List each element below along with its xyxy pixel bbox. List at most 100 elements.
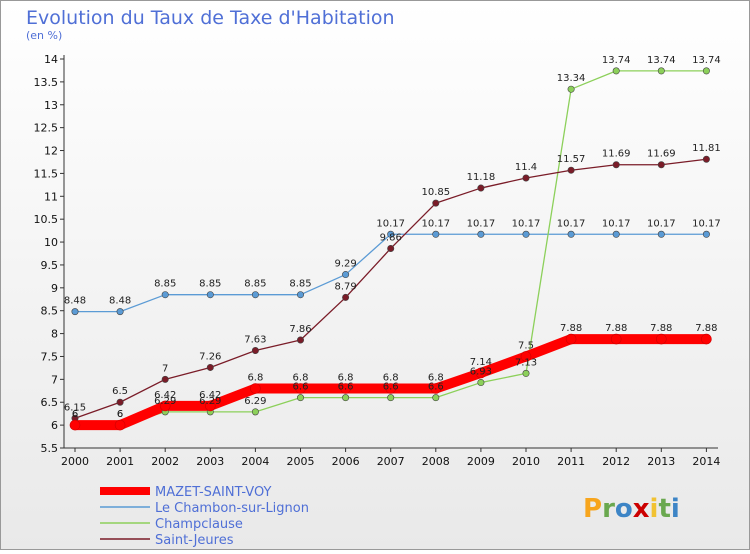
data-point: [432, 230, 440, 238]
data-label: 11.4: [515, 162, 537, 173]
data-point: [520, 351, 532, 362]
data-label: 6.8: [428, 373, 444, 384]
data-label: 10.17: [557, 218, 586, 229]
data-point: [342, 271, 350, 279]
data-point: [69, 419, 81, 431]
data-label: 13.74: [647, 55, 676, 66]
data-point: [612, 67, 620, 75]
data-point: [251, 291, 259, 299]
x-tick-label: 2012: [602, 455, 630, 468]
x-tick-label: 2010: [512, 455, 540, 468]
x-tick-label: 2004: [241, 455, 269, 468]
data-point: [567, 85, 575, 93]
data-point: [296, 336, 304, 344]
data-label: 6.8: [247, 373, 263, 384]
data-label: 13.34: [557, 73, 586, 84]
data-label: 6.6: [383, 382, 399, 393]
data-point: [296, 291, 304, 299]
data-point: [251, 347, 259, 355]
data-point: [250, 383, 261, 394]
y-tick-label: 10: [44, 236, 58, 249]
data-point: [702, 155, 710, 163]
x-tick-label: 2005: [287, 455, 315, 468]
legend-label: Champclause: [155, 517, 243, 532]
brand-letter: o: [615, 494, 633, 524]
y-tick-label: 11.5: [34, 167, 59, 180]
data-point: [567, 230, 575, 238]
data-point: [342, 293, 350, 301]
y-tick-label: 7.5: [41, 350, 59, 363]
data-point: [116, 308, 124, 316]
data-point: [522, 369, 530, 377]
y-tick-label: 8.5: [41, 305, 59, 318]
legend-label: Le Chambon-sur-Lignon: [155, 501, 309, 516]
data-label: 11.18: [467, 172, 496, 183]
data-label: 7: [162, 363, 168, 374]
y-tick-label: 11: [44, 190, 58, 203]
x-tick-label: 2013: [647, 455, 675, 468]
x-tick-label: 2007: [377, 455, 405, 468]
data-label: 7.88: [560, 323, 582, 334]
data-label: 11.69: [602, 149, 631, 160]
series-points: [69, 67, 712, 431]
y-tick-label: 9.5: [41, 259, 59, 272]
data-label: 11.69: [647, 149, 676, 160]
data-label: 10.85: [421, 187, 450, 198]
brand-letter: P: [583, 494, 602, 524]
data-label: 6: [72, 409, 78, 420]
axes: 5.5 6 6.5 7 7.5 8 8.5 9 9.5 10 10.5 11 11.5 12 12.5 13 1…: [34, 53, 721, 468]
data-point: [340, 383, 351, 394]
data-label: 10.17: [602, 218, 631, 229]
data-point: [567, 166, 575, 174]
data-point: [477, 184, 485, 192]
chart-title: Evolution du Taux de Taxe d'Habitation: [26, 7, 395, 29]
x-tick-label: 2009: [467, 455, 495, 468]
data-point: [161, 291, 169, 299]
x-tick-label: 2011: [557, 455, 585, 468]
data-point: [387, 244, 395, 252]
data-point: [522, 174, 530, 182]
data-label: 10.17: [467, 218, 496, 229]
data-label: 11.81: [692, 143, 721, 154]
data-point: [342, 394, 350, 402]
data-label: 6: [117, 409, 123, 420]
data-point: [477, 230, 485, 238]
brand-letter: i: [650, 494, 659, 524]
data-label: 13.74: [602, 55, 631, 66]
x-tick-label: 2000: [61, 455, 89, 468]
data-label: 7.5: [518, 340, 534, 351]
y-tick-label: 8: [51, 328, 58, 341]
x-tick-label: 2001: [106, 455, 134, 468]
data-point: [701, 333, 712, 345]
data-point: [475, 367, 487, 379]
data-label: 6.15: [64, 402, 86, 413]
data-point: [432, 199, 440, 207]
data-label: 6: [72, 409, 78, 420]
data-label: 6.6: [293, 382, 309, 393]
brand-letter: t: [658, 494, 670, 524]
y-tick-label: 6: [51, 419, 58, 432]
y-tick-label: 12: [44, 145, 58, 158]
data-label: 6.6: [338, 382, 354, 393]
data-point: [296, 394, 304, 402]
data-label: 7.13: [515, 357, 537, 368]
y-tick-label: 9: [51, 282, 58, 295]
data-point: [159, 400, 171, 412]
brand-letter: r: [602, 494, 615, 524]
data-point: [385, 383, 397, 394]
data-point: [610, 333, 622, 345]
data-label: 8.48: [109, 296, 131, 307]
x-tick-label: 2008: [422, 455, 450, 468]
data-label: 9.29: [334, 259, 356, 270]
y-tick-label: 6.5: [41, 396, 59, 409]
data-label: 6.6: [428, 382, 444, 393]
data-label: 10.17: [421, 218, 450, 229]
data-label: 11.57: [557, 154, 586, 165]
data-label: 13.74: [692, 55, 721, 66]
data-label: 6.29: [199, 396, 221, 407]
y-tick-label: 13: [44, 99, 58, 112]
data-point: [206, 363, 214, 371]
